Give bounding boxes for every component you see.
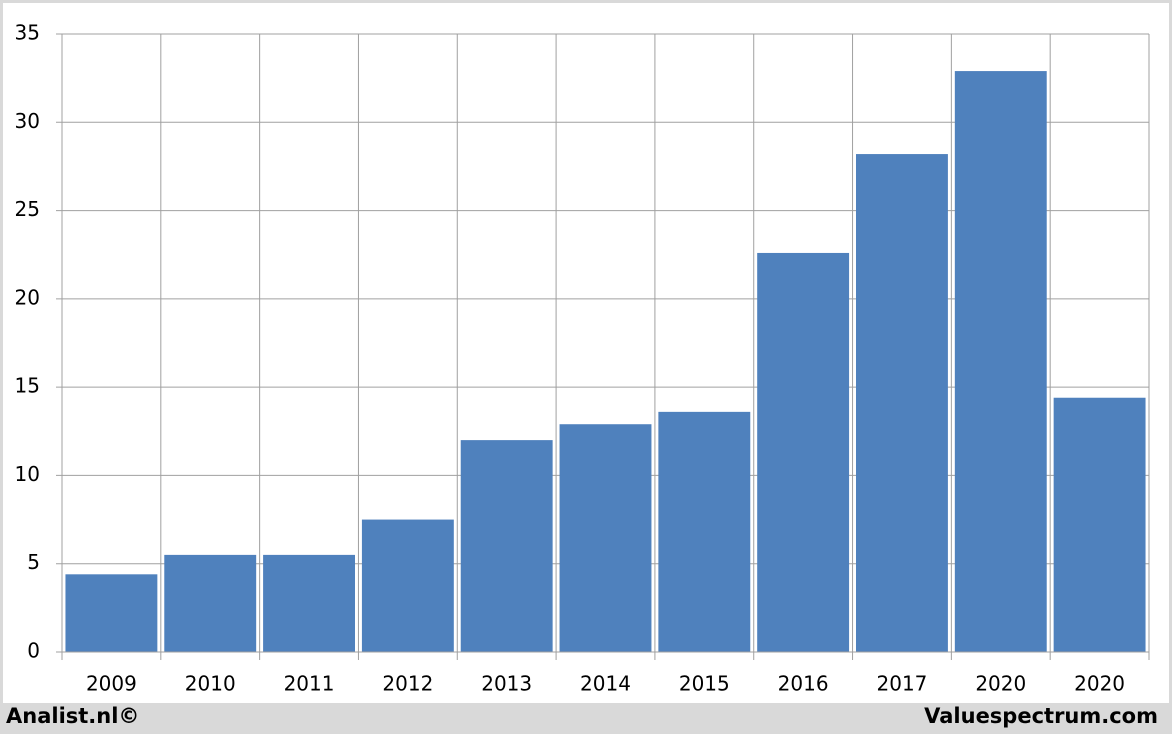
bar: [263, 554, 355, 652]
y-tick-label: 35: [15, 21, 40, 45]
credit-left: Analist.nl©: [6, 704, 139, 728]
x-tick-label: 2020: [975, 672, 1026, 696]
bar: [460, 440, 553, 652]
bar: [559, 424, 652, 652]
x-tick-label: 2017: [877, 672, 928, 696]
bar: [164, 554, 257, 652]
x-tick-label: 2009: [86, 672, 137, 696]
y-tick-label: 15: [15, 374, 40, 398]
x-tick-label: 2011: [284, 672, 335, 696]
y-tick-label: 0: [27, 639, 40, 663]
credit-right: Valuespectrum.com: [924, 704, 1158, 728]
x-tick-label: 2010: [185, 672, 236, 696]
bar: [757, 252, 850, 652]
bar: [1053, 397, 1146, 652]
x-tick-label: 2016: [778, 672, 829, 696]
y-tick-label: 20: [15, 285, 40, 309]
y-tick-label: 30: [15, 109, 40, 133]
bar: [361, 519, 454, 652]
x-tick-label: 2015: [679, 672, 730, 696]
x-tick-label: 2014: [580, 672, 631, 696]
x-tick-label: 2012: [382, 672, 433, 696]
bar: [856, 154, 948, 652]
y-tick-label: 5: [27, 550, 40, 574]
y-tick-label: 10: [15, 462, 40, 486]
bar: [954, 71, 1047, 652]
bar: [658, 411, 751, 652]
x-tick-label: 2013: [481, 672, 532, 696]
x-tick-label: 2020: [1074, 672, 1125, 696]
y-tick-label: 25: [15, 197, 40, 221]
bar: [65, 574, 158, 652]
